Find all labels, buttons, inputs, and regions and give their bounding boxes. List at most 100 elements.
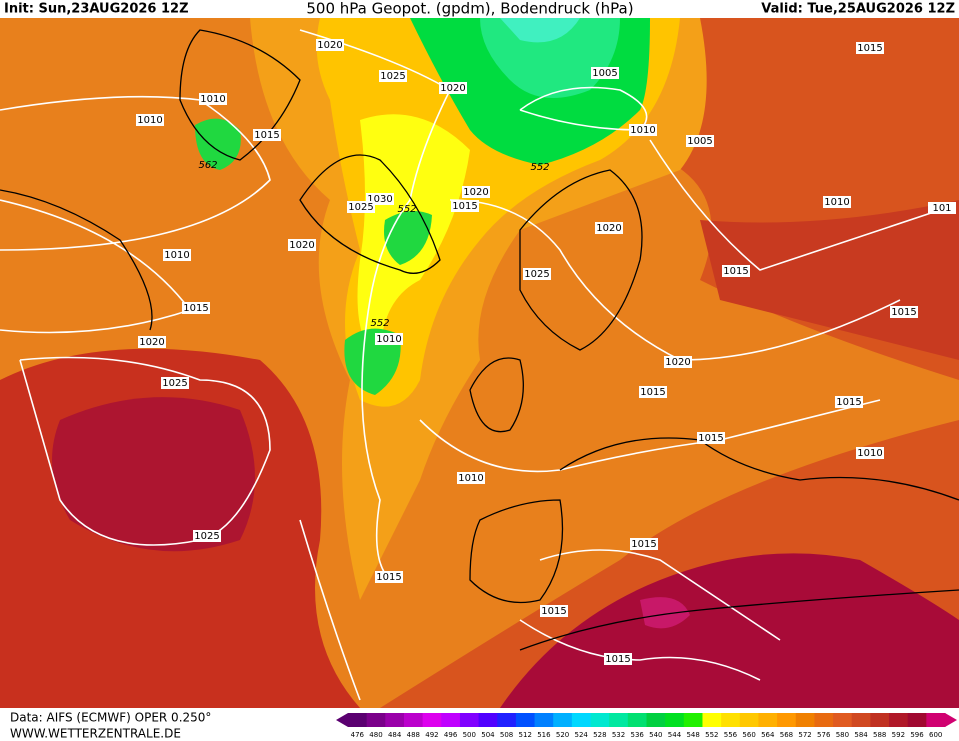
label-box <box>856 42 884 54</box>
isobar-label: 1025 <box>380 71 405 82</box>
isobar-label: 1015 <box>376 572 401 583</box>
colorbar-swatch <box>907 713 927 727</box>
geopotential-label: 552 <box>370 318 389 329</box>
label-box <box>639 386 667 398</box>
colorbar-arrow-right <box>945 713 957 727</box>
map <box>0 18 959 708</box>
colorbar-swatch <box>646 713 666 727</box>
colorbar-swatch <box>422 713 442 727</box>
colorbar-swatch <box>534 713 554 727</box>
isobar-label: 1015 <box>836 397 861 408</box>
colorbar-swatch <box>833 713 853 727</box>
isobar-label: 1020 <box>463 187 488 198</box>
colorbar-label: 516 <box>537 731 551 739</box>
colorbar-swatch <box>385 713 405 727</box>
isobar-label: 1010 <box>630 125 655 136</box>
label-box <box>823 196 851 208</box>
colorbar-swatch <box>366 713 386 727</box>
label-box <box>523 268 551 280</box>
colorbar-label: 552 <box>705 731 718 739</box>
isobar-label: 1015 <box>723 266 748 277</box>
colorbar-swatch <box>553 713 573 727</box>
label-box <box>316 39 344 51</box>
label-box <box>288 239 316 251</box>
colorbar-label: 508 <box>500 731 513 739</box>
colorbar-swatch <box>851 713 871 727</box>
data-source: Data: AIFS (ECMWF) OPER 0.250° <box>10 711 211 725</box>
contour-labels: 1020 1015 1025 1005 1020 1010 1010 1015 1010 1005… <box>136 39 956 665</box>
colorbar-label: 540 <box>649 731 662 739</box>
isobar-label: 1010 <box>137 115 162 126</box>
isobar-label: 1020 <box>289 240 314 251</box>
geopotential-label: 552 <box>397 204 416 215</box>
colorbar-swatch <box>665 713 685 727</box>
label-box <box>591 67 619 79</box>
label-box <box>686 135 714 147</box>
colorbar-label: 524 <box>575 731 589 739</box>
colorbar-label: 572 <box>798 731 811 739</box>
colorbar-label: 480 <box>369 731 382 739</box>
colorbar-swatch <box>702 713 722 727</box>
isobar-label: 1015 <box>857 43 882 54</box>
label-box <box>457 472 485 484</box>
colorbar-label: 568 <box>780 731 793 739</box>
label-box <box>375 571 403 583</box>
valid-time: Valid: Tue,25AUG2026 12Z <box>761 2 955 17</box>
isobar-label: 1020 <box>139 337 164 348</box>
colorbar-label: 484 <box>388 731 402 739</box>
colorbar-swatch <box>515 713 536 727</box>
isobar-label: 1020 <box>596 223 621 234</box>
label-box <box>890 306 918 318</box>
label-box <box>199 93 227 105</box>
isobar-label: 1015 <box>640 387 665 398</box>
map-title: 500 hPa Geopot. (gpdm), Bodendruck (hPa) <box>306 0 633 18</box>
isobar-label: 1025 <box>194 531 219 542</box>
colorbar-label: 496 <box>444 731 458 739</box>
isobar-label: 1025 <box>524 269 549 280</box>
colorbar-label: 476 <box>351 731 365 739</box>
isobar-label: 1015 <box>631 539 656 550</box>
colorbar-label: 560 <box>742 731 755 739</box>
isobar-label: 1005 <box>592 68 617 79</box>
colorbar-swatch <box>795 713 815 727</box>
isobar-label: 1025 <box>348 202 373 213</box>
label-box <box>451 200 479 212</box>
colorbar-label: 504 <box>481 731 495 739</box>
colorbar-label: 492 <box>425 731 438 739</box>
colorbar-label: 532 <box>612 731 625 739</box>
isobar-label: 1020 <box>665 357 690 368</box>
colorbar-label: 500 <box>463 731 476 739</box>
colorbar-label: 580 <box>836 731 849 739</box>
label-box <box>375 333 403 345</box>
isobar-label: 1015 <box>254 130 279 141</box>
website: WWW.WETTERZENTRALE.DE <box>10 727 181 741</box>
colorbar-swatch <box>590 713 610 727</box>
label-box <box>664 356 692 368</box>
colorbar-swatch <box>478 713 498 727</box>
isobar-label: 101 <box>932 203 951 214</box>
colorbar-swatch <box>497 713 517 727</box>
header-bar <box>0 0 959 18</box>
colorbar-label: 584 <box>854 731 868 739</box>
colorbar-swatch <box>403 713 424 727</box>
label-box <box>439 82 467 94</box>
label-box <box>629 124 657 136</box>
isobar-label: 1010 <box>857 448 882 459</box>
colorbar-swatch <box>683 713 703 727</box>
isobar-label: 1015 <box>698 433 723 444</box>
label-box <box>193 530 221 542</box>
label-box <box>722 265 750 277</box>
isobar-label: 1010 <box>164 250 189 261</box>
colorbar-label: 520 <box>556 731 569 739</box>
label-box <box>595 222 623 234</box>
label-box <box>856 447 884 459</box>
colorbar-swatch <box>777 713 797 727</box>
isobar-label: 1025 <box>162 378 187 389</box>
colorbar-swatch <box>814 713 834 727</box>
colorbar-swatch <box>870 713 890 727</box>
label-box <box>630 538 658 550</box>
label-box <box>253 129 281 141</box>
init-time: Init: Sun,23AUG2026 12Z <box>4 2 189 17</box>
